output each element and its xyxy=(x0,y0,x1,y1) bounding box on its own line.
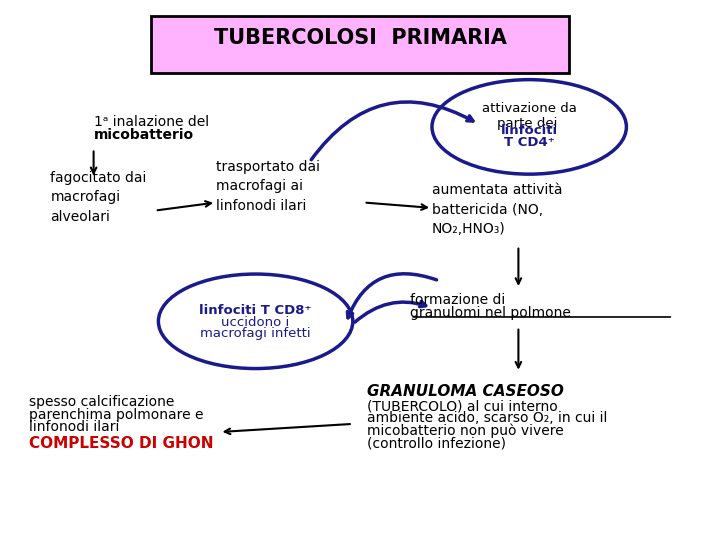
Text: linfociti T CD8⁺: linfociti T CD8⁺ xyxy=(199,304,312,317)
Text: T CD4⁺: T CD4⁺ xyxy=(504,136,554,148)
Text: TUBERCOLOSI  PRIMARIA: TUBERCOLOSI PRIMARIA xyxy=(214,28,506,48)
Text: (controllo infezione): (controllo infezione) xyxy=(367,436,506,450)
Text: uccidono i: uccidono i xyxy=(222,316,289,329)
Text: micobatterio non può vivere: micobatterio non può vivere xyxy=(367,424,564,438)
Text: granulomi nel polmone: granulomi nel polmone xyxy=(410,306,571,320)
Ellipse shape xyxy=(432,79,626,174)
Text: (TUBERCOLO) al cui interno: (TUBERCOLO) al cui interno xyxy=(367,399,558,413)
FancyBboxPatch shape xyxy=(151,16,569,73)
Ellipse shape xyxy=(158,274,353,368)
Text: aumentata attività
battericida (NO,
NO₂,HNO₃): aumentata attività battericida (NO, NO₂,… xyxy=(432,183,562,236)
Text: macrofagi infetti: macrofagi infetti xyxy=(200,327,311,340)
Text: parenchima polmonare e: parenchima polmonare e xyxy=(29,408,203,422)
Text: attivazione da
parte dei: attivazione da parte dei xyxy=(482,102,577,130)
Text: micobatterio: micobatterio xyxy=(94,128,194,142)
Text: GRANULOMA CASEOSO: GRANULOMA CASEOSO xyxy=(367,384,564,399)
Text: ambiente acido, scarso O₂, in cui il: ambiente acido, scarso O₂, in cui il xyxy=(367,411,608,426)
Text: linfociti: linfociti xyxy=(500,124,558,137)
Text: formazione di: formazione di xyxy=(410,293,505,307)
Text: COMPLESSO DI GHON: COMPLESSO DI GHON xyxy=(29,436,213,451)
Text: linfonodi ilari: linfonodi ilari xyxy=(29,420,120,434)
Text: trasportato dai
macrofagi ai
linfonodi ilari: trasportato dai macrofagi ai linfonodi i… xyxy=(216,160,320,213)
Text: 1ᵃ inalazione del: 1ᵃ inalazione del xyxy=(94,114,209,129)
Text: fagocitato dai
macrofagi
alveolari: fagocitato dai macrofagi alveolari xyxy=(50,171,147,224)
Text: spesso calcificazione: spesso calcificazione xyxy=(29,395,174,409)
